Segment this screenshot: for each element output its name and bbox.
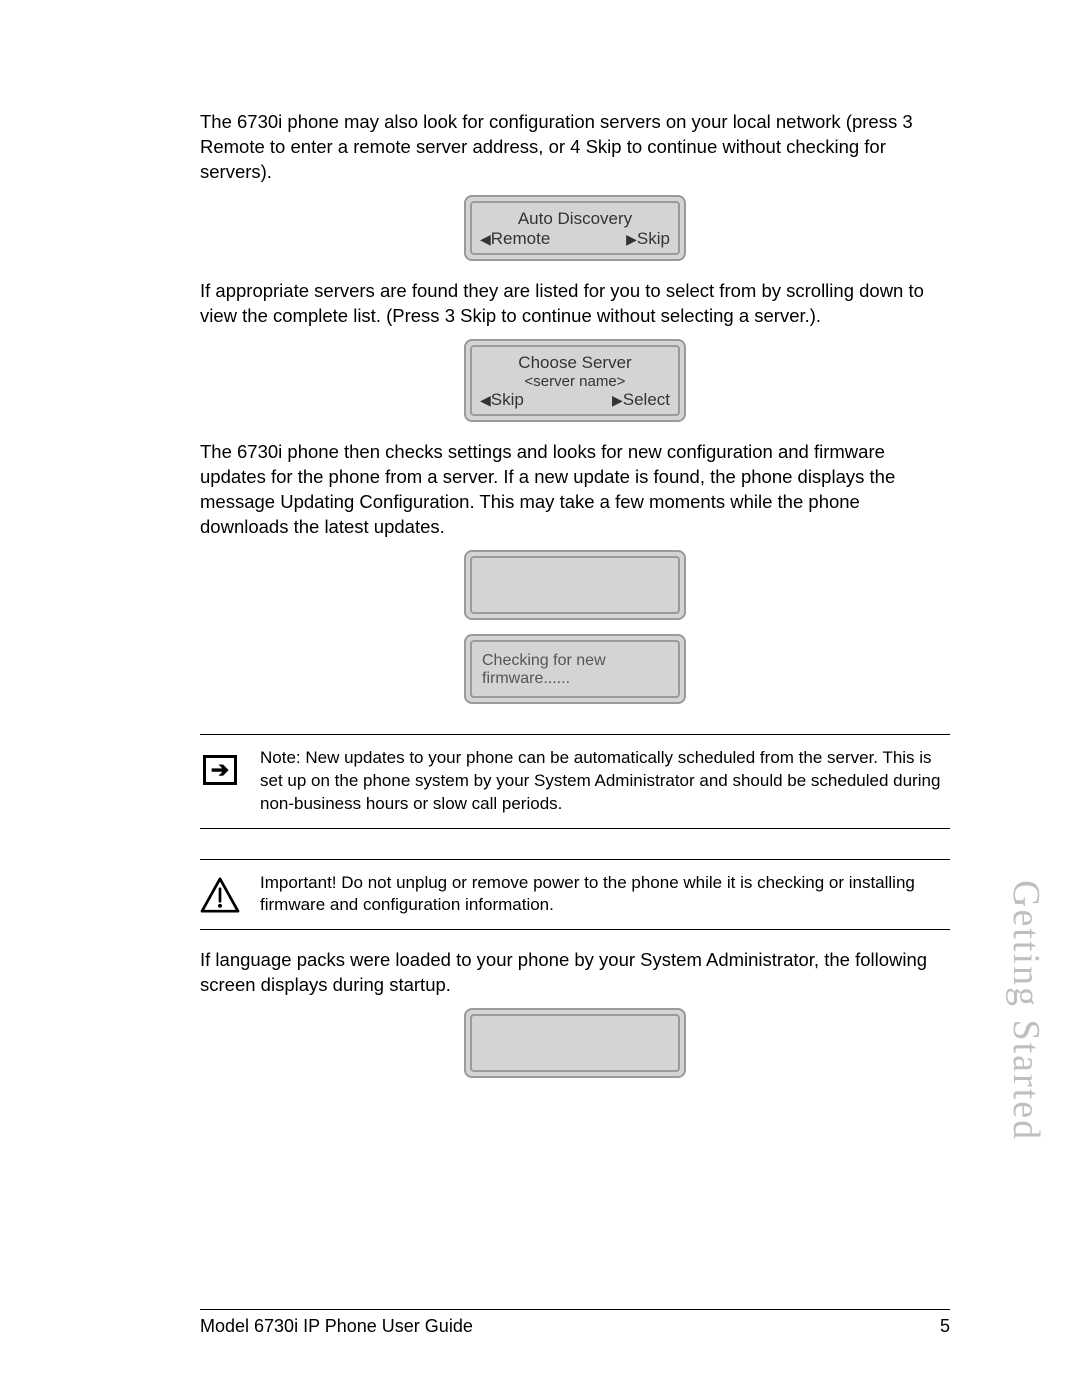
screen2-left-softkey[interactable]: ◀Skip [480,390,524,410]
screen-choose-server: Choose Server <server name> ◀Skip ▶Selec… [464,339,686,422]
page: The 6730i phone may also look for config… [0,0,1080,1397]
footer-title: Model 6730i IP Phone User Guide [200,1316,473,1337]
screen-checking-firmware: Checking for new firmware...... [464,634,686,704]
divider [200,828,950,829]
note-callout: ➔ Note: New updates to your phone can be… [200,734,950,829]
screen4-line1: Checking for new [482,652,670,670]
divider [200,929,950,930]
note-text: Note: New updates to your phone can be a… [260,747,950,816]
right-arrow-icon: ▶ [626,231,637,248]
screen1-title: Auto Discovery [480,209,670,229]
arrow-right-icon: ➔ [203,755,237,785]
left-arrow-icon: ◀ [480,392,491,409]
screen2-right-softkey[interactable]: ▶Select [612,390,670,410]
important-label: Important! [260,873,337,892]
important-body: Do not unplug or remove power to the pho… [260,873,915,915]
screen-auto-discovery-inner: Auto Discovery ◀Remote ▶Skip [470,201,680,255]
left-arrow-icon: ◀ [480,231,491,248]
screen-blank-inner [470,556,680,614]
screen4-line2: firmware...... [482,670,670,688]
screen1-left-softkey[interactable]: ◀Remote [480,229,550,249]
paragraph-2: If appropriate servers are found they ar… [200,279,950,329]
screen-blank [464,550,686,620]
screen-choose-server-inner: Choose Server <server name> ◀Skip ▶Selec… [470,345,680,416]
page-number: 5 [940,1316,950,1337]
screen-auto-discovery: Auto Discovery ◀Remote ▶Skip [464,195,686,261]
warning-icon [200,876,240,914]
screen2-title: Choose Server [480,353,670,373]
note-body: New updates to your phone can be automat… [260,748,940,813]
screen-language-inner [470,1014,680,1072]
note-label: Note: [260,748,301,767]
screen2-subtitle: <server name> [480,373,670,390]
paragraph-1: The 6730i phone may also look for config… [200,110,950,185]
section-side-label: Getting Started [1004,880,1048,1141]
screen1-softkeys: ◀Remote ▶Skip [480,229,670,249]
screen-checking-firmware-inner: Checking for new firmware...... [470,640,680,698]
important-text: Important! Do not unplug or remove power… [260,872,950,918]
page-footer: Model 6730i IP Phone User Guide 5 [200,1309,950,1337]
screen-language [464,1008,686,1078]
divider [200,734,950,735]
right-arrow-icon: ▶ [612,392,623,409]
screen2-softkeys: ◀Skip ▶Select [480,390,670,410]
paragraph-3: The 6730i phone then checks settings and… [200,440,950,540]
important-callout: Important! Do not unplug or remove power… [200,859,950,931]
footer-divider [200,1309,950,1310]
paragraph-4: If language packs were loaded to your ph… [200,948,950,998]
firmware-screens: Checking for new firmware...... [200,550,950,704]
divider [200,859,950,860]
note-icon-box: ➔ [200,751,240,789]
screen1-right-softkey[interactable]: ▶Skip [626,229,670,249]
